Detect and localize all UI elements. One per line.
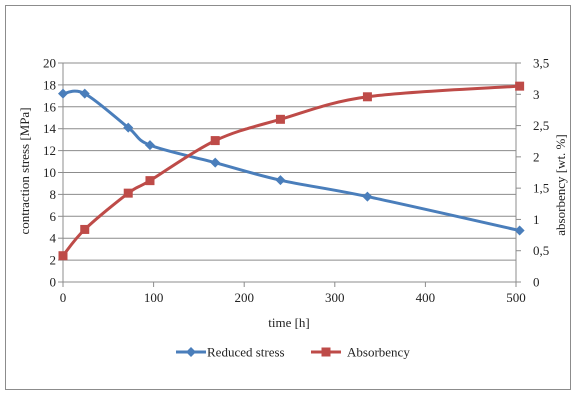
chart-frame [5,5,571,390]
data-point [79,88,90,99]
y-left-axis-title: contraction stress [MPa] [17,107,32,234]
legend: Reduced stress Absorbency [176,345,410,360]
y-left-tick-label: 10 [43,165,56,180]
data-point [210,157,221,168]
data-point [80,224,90,234]
y-right-tick-label: 2,5 [533,118,549,133]
legend-label: Absorbency [347,345,410,360]
grid [63,62,516,283]
y-right-tick-label: 0 [533,275,540,290]
y-right-tick-label: 1,5 [533,181,549,196]
data-point [145,176,155,186]
data-point [275,114,285,124]
y-right-tick-label: 0,5 [533,243,549,258]
y-right-tick-label: 1 [533,212,540,227]
series-line [62,89,520,232]
x-tick-label: 300 [325,290,345,305]
y-left-tick-label: 4 [50,231,57,246]
legend-item: Absorbency [311,345,410,360]
x-axis-title: time [h] [268,315,310,330]
axes [58,62,521,287]
y-left-tick-label: 14 [43,121,57,136]
data-point [514,225,525,236]
legend-marker [186,347,196,357]
x-tick-label: 100 [144,290,164,305]
data-point [144,140,155,151]
y-left-tick-label: 6 [50,209,57,224]
y-right-axis-title: absorbency [wt. %] [553,134,568,235]
left-axis-ticks: 0 2 4 6 8 10 12 14 16 18 20 [43,56,57,290]
series-1 [58,88,525,236]
y-right-tick-label: 3,5 [533,56,549,71]
series-2 [58,81,525,261]
x-tick-label: 500 [506,290,526,305]
legend-item: Reduced stress [176,345,285,360]
legend-label: Reduced stress [207,345,285,360]
y-right-tick-label: 2 [533,149,540,164]
y-left-tick-label: 2 [50,253,57,268]
right-axis-ticks: 0 0,5 1 1,5 2 2,5 3 3,5 [533,56,549,290]
y-left-tick-label: 8 [50,187,57,202]
x-tick-label: 400 [416,290,436,305]
data-point [58,251,68,261]
series-line [61,84,520,257]
x-tick-label: 0 [60,290,67,305]
x-tick-label: 200 [234,290,254,305]
y-left-tick-label: 20 [43,56,56,71]
x-axis-ticks: 0 100 200 300 400 500 [60,290,526,305]
y-left-tick-label: 12 [43,143,56,158]
data-point [123,188,133,198]
data-point [275,175,286,186]
data-point [210,136,220,146]
y-left-tick-label: 16 [43,99,57,114]
data-point [362,191,373,202]
series-layer [58,81,525,261]
data-point [362,92,372,102]
data-point [515,81,525,91]
y-right-tick-label: 3 [533,87,540,102]
data-point [123,122,134,133]
data-point [58,88,68,99]
y-left-tick-label: 18 [43,77,56,92]
legend-marker [321,347,331,357]
y-left-tick-label: 0 [50,275,57,290]
